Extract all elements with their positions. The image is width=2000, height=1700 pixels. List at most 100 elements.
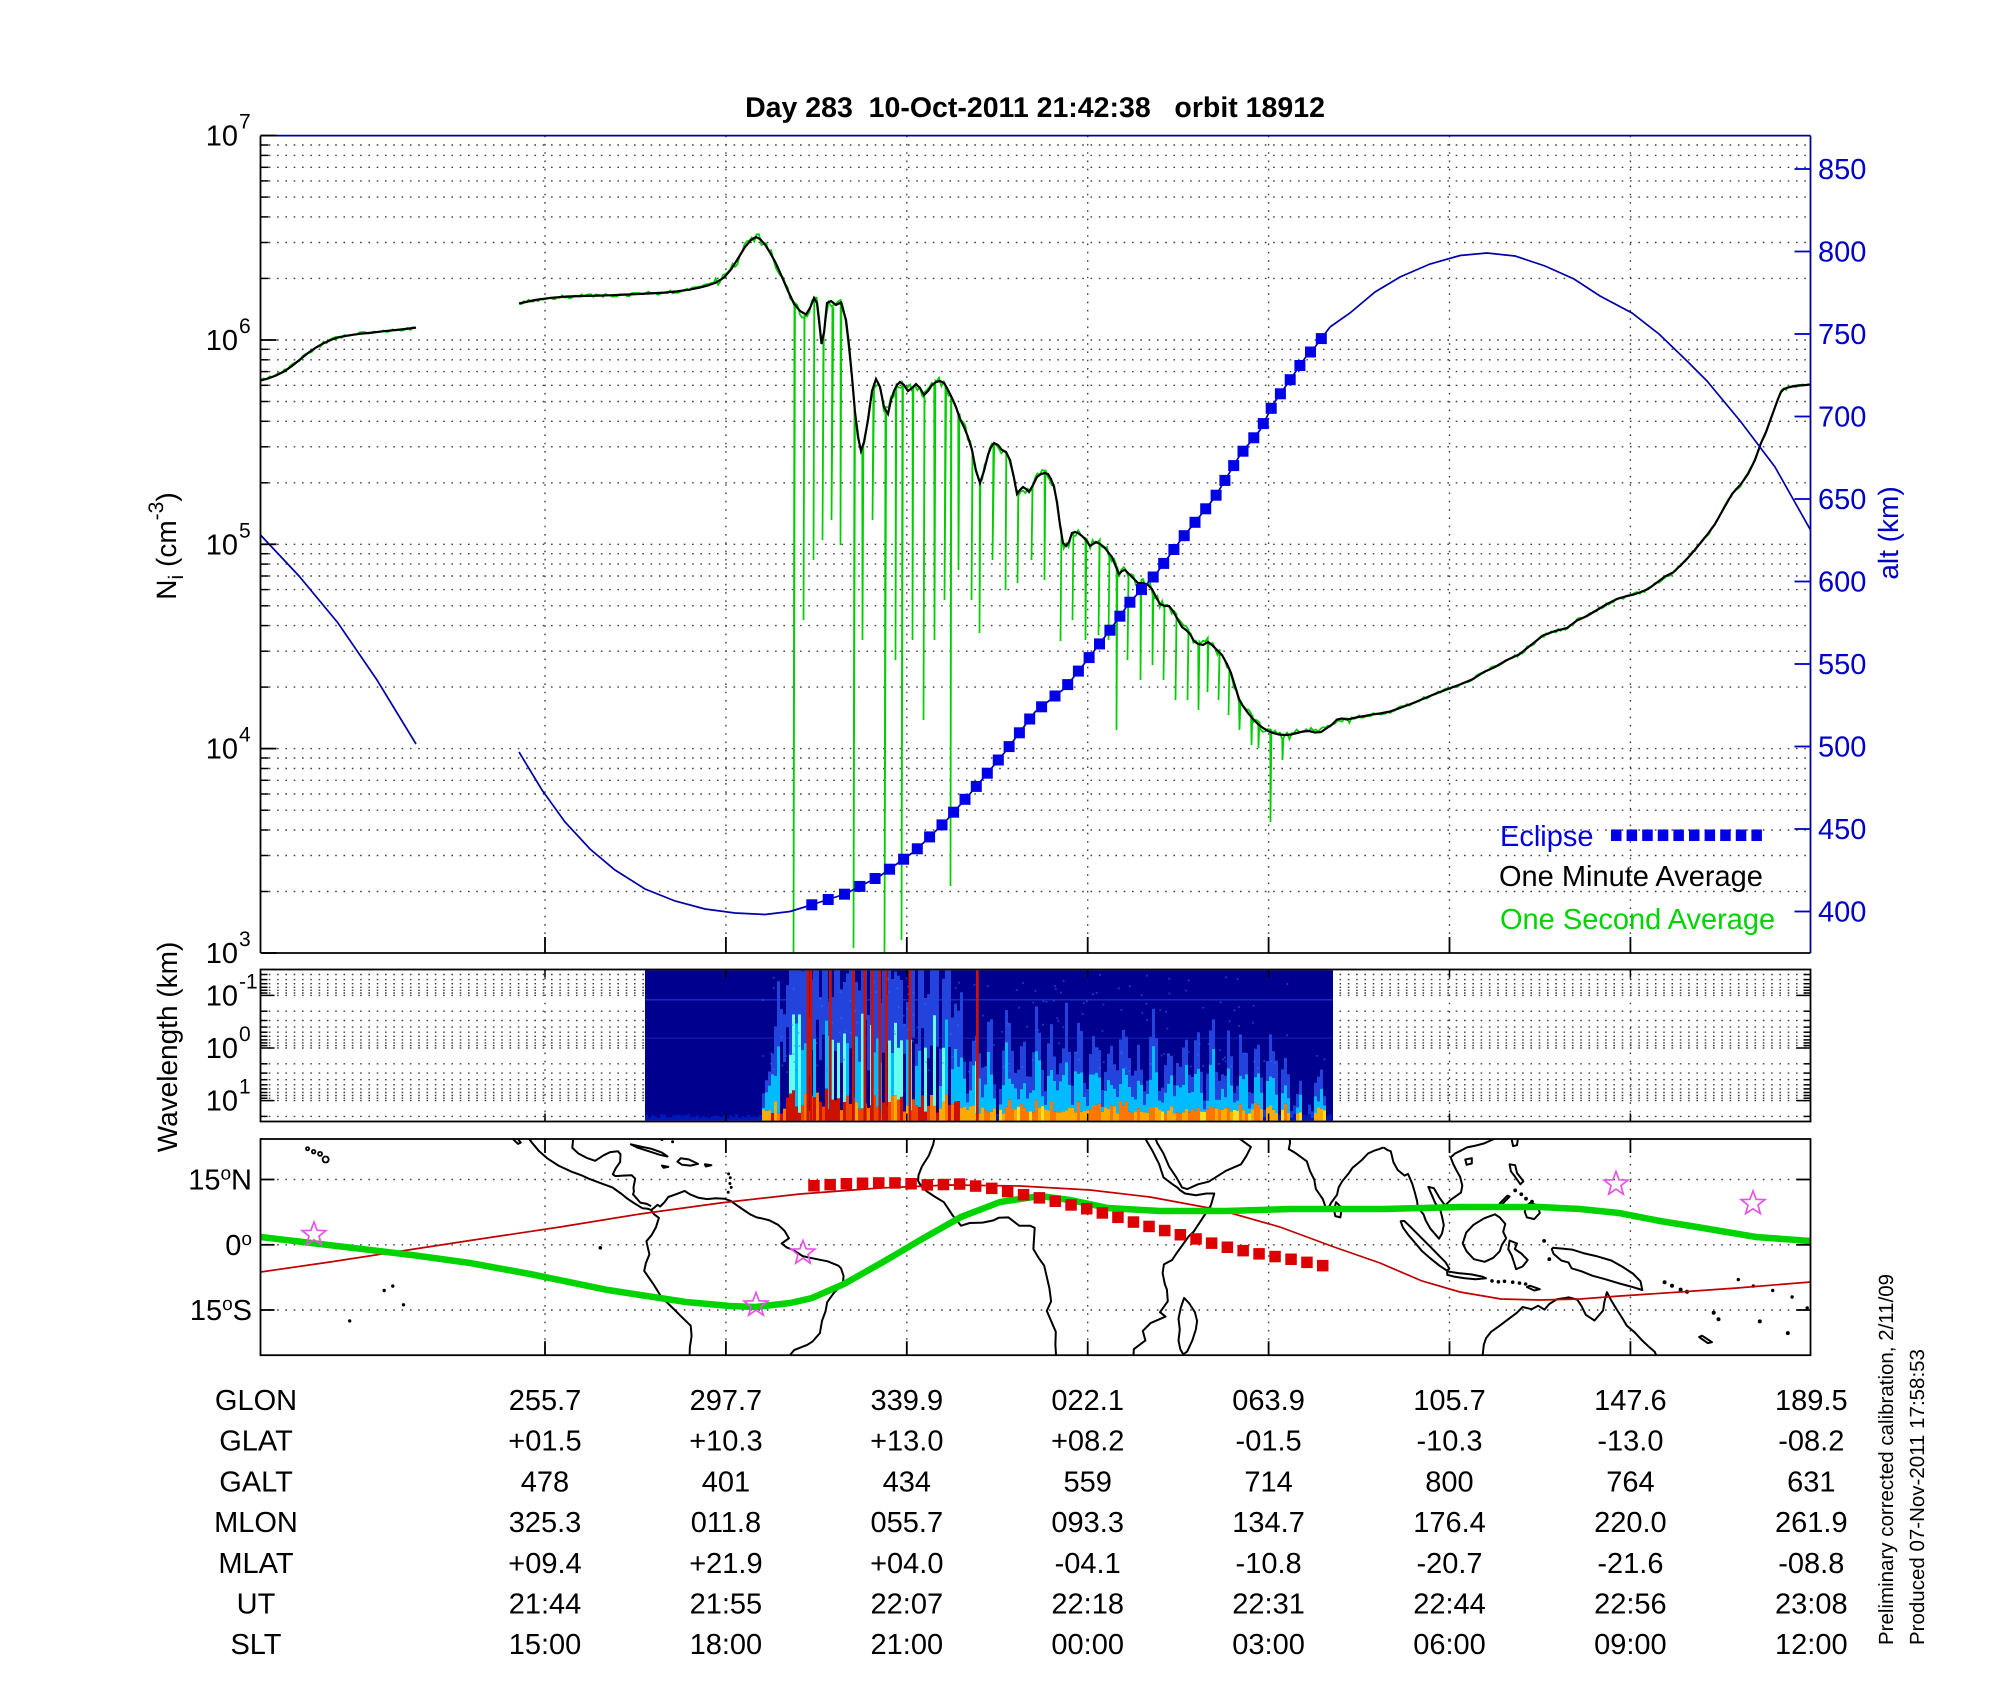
svg-text:325.3: 325.3 bbox=[509, 1507, 582, 1539]
svg-text:093.3: 093.3 bbox=[1051, 1507, 1124, 1539]
svg-text:GALT: GALT bbox=[219, 1466, 293, 1498]
svg-text:10: 10 bbox=[206, 980, 238, 1012]
svg-text:764: 764 bbox=[1606, 1466, 1654, 1498]
svg-text:800: 800 bbox=[1425, 1466, 1473, 1498]
svg-text:MLAT: MLAT bbox=[218, 1548, 293, 1580]
svg-text:220.0: 220.0 bbox=[1594, 1507, 1667, 1539]
svg-text:189.5: 189.5 bbox=[1775, 1385, 1848, 1417]
svg-text:21:00: 21:00 bbox=[871, 1629, 944, 1661]
svg-text:-10.8: -10.8 bbox=[1236, 1548, 1302, 1580]
svg-text:401: 401 bbox=[702, 1466, 750, 1498]
svg-text:One Minute Average: One Minute Average bbox=[1499, 861, 1763, 893]
svg-text:700: 700 bbox=[1818, 402, 1866, 434]
svg-text:MLON: MLON bbox=[214, 1507, 298, 1539]
svg-text:7: 7 bbox=[239, 111, 251, 134]
svg-text:10: 10 bbox=[206, 734, 238, 766]
svg-text:+13.0: +13.0 bbox=[870, 1426, 943, 1458]
svg-text:GLON: GLON bbox=[215, 1385, 297, 1417]
svg-text:22:07: 22:07 bbox=[871, 1589, 944, 1621]
svg-text:22:44: 22:44 bbox=[1413, 1589, 1486, 1621]
svg-text:147.6: 147.6 bbox=[1594, 1385, 1667, 1417]
svg-text:297.7: 297.7 bbox=[690, 1385, 763, 1417]
svg-text:Eclipse: Eclipse bbox=[1500, 821, 1594, 853]
svg-text:-08.2: -08.2 bbox=[1778, 1426, 1844, 1458]
svg-text:10: 10 bbox=[206, 1086, 238, 1118]
svg-text:1: 1 bbox=[239, 1076, 251, 1099]
svg-text:-01.5: -01.5 bbox=[1236, 1426, 1302, 1458]
svg-text:-10.3: -10.3 bbox=[1416, 1426, 1482, 1458]
svg-text:-20.7: -20.7 bbox=[1416, 1548, 1482, 1580]
svg-text:10: 10 bbox=[206, 529, 238, 561]
svg-text:-13.0: -13.0 bbox=[1597, 1426, 1663, 1458]
svg-text:+09.4: +09.4 bbox=[508, 1548, 581, 1580]
svg-text:10: 10 bbox=[206, 121, 238, 153]
svg-text:176.4: 176.4 bbox=[1413, 1507, 1486, 1539]
svg-text:-21.6: -21.6 bbox=[1597, 1548, 1663, 1580]
svg-text:063.9: 063.9 bbox=[1232, 1385, 1305, 1417]
svg-text:500: 500 bbox=[1818, 732, 1866, 764]
svg-text:0: 0 bbox=[239, 1023, 251, 1046]
svg-text:22:56: 22:56 bbox=[1594, 1589, 1667, 1621]
svg-text:15:00: 15:00 bbox=[509, 1629, 582, 1661]
svg-text:105.7: 105.7 bbox=[1413, 1385, 1486, 1417]
svg-text:+21.9: +21.9 bbox=[689, 1548, 762, 1580]
svg-text:00:00: 00:00 bbox=[1051, 1629, 1124, 1661]
svg-text:550: 550 bbox=[1818, 649, 1866, 681]
svg-text:011.8: 011.8 bbox=[691, 1507, 761, 1539]
svg-text:850: 850 bbox=[1818, 154, 1866, 186]
svg-text:21:44: 21:44 bbox=[509, 1589, 582, 1621]
svg-text:Wavelength (km): Wavelength (km) bbox=[152, 942, 183, 1153]
svg-text:UT: UT bbox=[237, 1589, 276, 1621]
svg-text:Preliminary corrected calibrat: Preliminary corrected calibration, 2/11/… bbox=[1875, 1274, 1898, 1645]
svg-text:5: 5 bbox=[239, 519, 251, 542]
svg-text:022.1: 022.1 bbox=[1051, 1385, 1124, 1417]
svg-text:Ni (cm-3): Ni (cm-3) bbox=[145, 492, 188, 599]
svg-text:22:31: 22:31 bbox=[1232, 1589, 1305, 1621]
svg-text:650: 650 bbox=[1818, 484, 1866, 516]
svg-text:Produced 07-Nov-2011 17:58:53: Produced 07-Nov-2011 17:58:53 bbox=[1906, 1349, 1929, 1645]
svg-text:4: 4 bbox=[239, 724, 251, 747]
svg-text:261.9: 261.9 bbox=[1775, 1507, 1848, 1539]
svg-text:478: 478 bbox=[521, 1466, 569, 1498]
svg-text:559: 559 bbox=[1064, 1466, 1112, 1498]
svg-text:3: 3 bbox=[239, 928, 251, 951]
svg-text:12:00: 12:00 bbox=[1775, 1629, 1848, 1661]
svg-text:-1: -1 bbox=[239, 970, 258, 993]
svg-text:434: 434 bbox=[883, 1466, 931, 1498]
svg-text:450: 450 bbox=[1818, 814, 1866, 846]
svg-text:255.7: 255.7 bbox=[509, 1385, 582, 1417]
svg-text:339.9: 339.9 bbox=[871, 1385, 944, 1417]
svg-text:SLT: SLT bbox=[230, 1629, 281, 1661]
svg-text:134.7: 134.7 bbox=[1232, 1507, 1305, 1539]
svg-text:10: 10 bbox=[206, 325, 238, 357]
svg-text:+08.2: +08.2 bbox=[1051, 1426, 1124, 1458]
svg-text:06:00: 06:00 bbox=[1413, 1629, 1486, 1661]
svg-text:One Second Average: One Second Average bbox=[1500, 904, 1775, 936]
svg-text:15oS: 15oS bbox=[190, 1294, 252, 1327]
svg-text:alt (km): alt (km) bbox=[1873, 486, 1904, 579]
svg-text:-04.1: -04.1 bbox=[1055, 1548, 1121, 1580]
svg-text:18:00: 18:00 bbox=[690, 1629, 763, 1661]
svg-text:6: 6 bbox=[239, 315, 251, 338]
svg-text:-08.8: -08.8 bbox=[1778, 1548, 1844, 1580]
svg-text:800: 800 bbox=[1818, 237, 1866, 269]
svg-text:714: 714 bbox=[1244, 1466, 1292, 1498]
svg-text:+01.5: +01.5 bbox=[508, 1426, 581, 1458]
svg-text:15oN: 15oN bbox=[188, 1164, 252, 1197]
svg-text:Day 283 10-Oct-2011 21:42:38: Day 283 10-Oct-2011 21:42:38 orbit 18912 bbox=[745, 92, 1325, 124]
svg-text:055.7: 055.7 bbox=[871, 1507, 944, 1539]
svg-text:21:55: 21:55 bbox=[690, 1589, 763, 1621]
svg-text:22:18: 22:18 bbox=[1051, 1589, 1124, 1621]
svg-text:600: 600 bbox=[1818, 567, 1866, 599]
svg-text:GLAT: GLAT bbox=[219, 1426, 293, 1458]
svg-text:750: 750 bbox=[1818, 319, 1866, 351]
svg-text:631: 631 bbox=[1787, 1466, 1835, 1498]
svg-text:10: 10 bbox=[206, 1033, 238, 1065]
svg-text:10: 10 bbox=[206, 938, 238, 970]
svg-text:09:00: 09:00 bbox=[1594, 1629, 1667, 1661]
svg-text:400: 400 bbox=[1818, 897, 1866, 929]
svg-text:+04.0: +04.0 bbox=[870, 1548, 943, 1580]
svg-text:23:08: 23:08 bbox=[1775, 1589, 1848, 1621]
svg-text:+10.3: +10.3 bbox=[689, 1426, 762, 1458]
svg-text:03:00: 03:00 bbox=[1232, 1629, 1305, 1661]
